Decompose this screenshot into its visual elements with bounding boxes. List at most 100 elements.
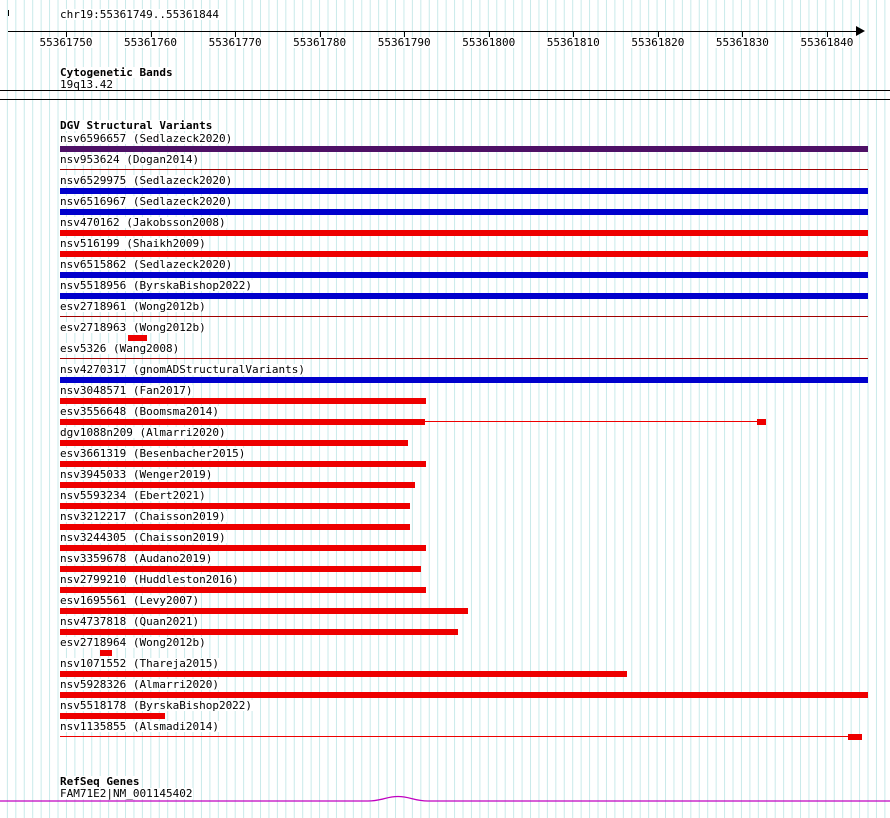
- variant-row[interactable]: nsv470162 (Jakobsson2008): [0, 217, 890, 238]
- variant-row[interactable]: nsv1135855 (Alsmadi2014): [0, 721, 890, 742]
- variant-row[interactable]: nsv6515862 (Sedlazeck2020): [0, 259, 890, 280]
- variant-label[interactable]: nsv3945033 (Wenger2019): [59, 468, 214, 481]
- variant-label[interactable]: nsv5518956 (ByrskaBishop2022): [59, 279, 254, 292]
- variant-bar[interactable]: [60, 692, 868, 698]
- variant-row[interactable]: nsv6529975 (Sedlazeck2020): [0, 175, 890, 196]
- variant-bar[interactable]: [60, 482, 415, 488]
- refseq-track-title: RefSeq Genes: [59, 775, 141, 788]
- variant-label[interactable]: esv2718964 (Wong2012b): [59, 636, 207, 649]
- cytogenetic-band-box[interactable]: [0, 90, 890, 100]
- variant-row[interactable]: nsv3244305 (Chaisson2019): [0, 532, 890, 553]
- variant-row[interactable]: dgv1088n209 (Almarri2020): [0, 427, 890, 448]
- refseq-gene-label[interactable]: FAM71E2|NM_001145402: [59, 787, 194, 800]
- variant-row[interactable]: nsv6596657 (Sedlazeck2020): [0, 133, 890, 154]
- variant-label[interactable]: nsv6596657 (Sedlazeck2020): [59, 132, 234, 145]
- variant-row[interactable]: esv1695561 (Levy2007): [0, 595, 890, 616]
- dgv-track-title: DGV Structural Variants: [59, 119, 214, 132]
- ruler-tick: [235, 32, 237, 37]
- variant-label[interactable]: nsv3359678 (Audano2019): [59, 552, 214, 565]
- variant-label[interactable]: esv2718961 (Wong2012b): [59, 300, 207, 313]
- variant-row[interactable]: nsv5518956 (ByrskaBishop2022): [0, 280, 890, 301]
- variant-bar[interactable]: [60, 713, 165, 719]
- variant-bar[interactable]: [60, 419, 425, 425]
- variant-label[interactable]: esv1695561 (Levy2007): [59, 594, 201, 607]
- ruler-tick: [150, 32, 152, 37]
- variant-line[interactable]: [60, 169, 868, 170]
- variant-label[interactable]: nsv6516967 (Sedlazeck2020): [59, 195, 234, 208]
- variant-row[interactable]: nsv5593234 (Ebert2021): [0, 490, 890, 511]
- variant-label[interactable]: nsv3048571 (Fan2017): [59, 384, 194, 397]
- variant-label[interactable]: esv3556648 (Boomsma2014): [59, 405, 220, 418]
- variant-row[interactable]: nsv3359678 (Audano2019): [0, 553, 890, 574]
- variant-box[interactable]: [100, 650, 112, 656]
- variant-label[interactable]: nsv5518178 (ByrskaBishop2022): [59, 699, 254, 712]
- variant-bar[interactable]: [60, 524, 410, 530]
- variant-bar[interactable]: [60, 629, 458, 635]
- variant-row[interactable]: nsv5928326 (Almarri2020): [0, 679, 890, 700]
- variant-row[interactable]: nsv1071552 (Thareja2015): [0, 658, 890, 679]
- dgv-rows: nsv6596657 (Sedlazeck2020) nsv953624 (Dog…: [0, 133, 890, 742]
- variant-label[interactable]: nsv5928326 (Almarri2020): [59, 678, 220, 691]
- variant-row[interactable]: nsv3048571 (Fan2017): [0, 385, 890, 406]
- variant-bar[interactable]: [60, 188, 868, 194]
- ruler-tick: [319, 32, 321, 37]
- variant-row[interactable]: nsv953624 (Dogan2014): [0, 154, 890, 175]
- variant-row[interactable]: nsv4270317 (gnomADStructuralVariants): [0, 364, 890, 385]
- variant-label[interactable]: nsv6515862 (Sedlazeck2020): [59, 258, 234, 271]
- variant-label[interactable]: esv3661319 (Besenbacher2015): [59, 447, 247, 460]
- variant-row[interactable]: esv2718961 (Wong2012b): [0, 301, 890, 322]
- variant-bar[interactable]: [60, 230, 868, 236]
- variant-label[interactable]: nsv470162 (Jakobsson2008): [59, 216, 227, 229]
- variant-box[interactable]: [848, 734, 862, 740]
- variant-row[interactable]: nsv4737818 (Quan2021): [0, 616, 890, 637]
- variant-label[interactable]: nsv4270317 (gnomADStructuralVariants): [59, 363, 307, 376]
- variant-label[interactable]: nsv1135855 (Alsmadi2014): [59, 720, 220, 733]
- variant-bar[interactable]: [60, 398, 426, 404]
- variant-label[interactable]: dgv1088n209 (Almarri2020): [59, 426, 227, 439]
- variant-label[interactable]: nsv5593234 (Ebert2021): [59, 489, 207, 502]
- variant-line[interactable]: [60, 736, 861, 737]
- variant-line[interactable]: [60, 316, 868, 317]
- variant-bar[interactable]: [60, 146, 868, 152]
- refseq-gene-line[interactable]: [0, 795, 890, 807]
- variant-label[interactable]: nsv2799210 (Huddleston2016): [59, 573, 240, 586]
- variant-line[interactable]: [60, 358, 868, 359]
- variant-bar[interactable]: [60, 566, 421, 572]
- variant-row[interactable]: esv3661319 (Besenbacher2015): [0, 448, 890, 469]
- variant-bar[interactable]: [60, 671, 627, 677]
- variant-row[interactable]: nsv2799210 (Huddleston2016): [0, 574, 890, 595]
- variant-label[interactable]: nsv1071552 (Thareja2015): [59, 657, 220, 670]
- variant-bar[interactable]: [60, 377, 868, 383]
- variant-row[interactable]: nsv3212217 (Chaisson2019): [0, 511, 890, 532]
- variant-bar[interactable]: [60, 272, 868, 278]
- variant-box[interactable]: [757, 419, 766, 425]
- variant-row[interactable]: nsv3945033 (Wenger2019): [0, 469, 890, 490]
- variant-label[interactable]: esv5326 (Wang2008): [59, 342, 181, 355]
- variant-bar[interactable]: [60, 608, 468, 614]
- variant-line[interactable]: [425, 421, 766, 422]
- variant-row[interactable]: esv5326 (Wang2008): [0, 343, 890, 364]
- variant-bar[interactable]: [60, 587, 426, 593]
- variant-row[interactable]: nsv5518178 (ByrskaBishop2022): [0, 700, 890, 721]
- variant-row[interactable]: nsv6516967 (Sedlazeck2020): [0, 196, 890, 217]
- variant-row[interactable]: esv2718964 (Wong2012b): [0, 637, 890, 658]
- variant-row[interactable]: esv2718963 (Wong2012b): [0, 322, 890, 343]
- variant-label[interactable]: nsv516199 (Shaikh2009): [59, 237, 207, 250]
- variant-row[interactable]: esv3556648 (Boomsma2014): [0, 406, 890, 427]
- variant-label[interactable]: nsv4737818 (Quan2021): [59, 615, 201, 628]
- variant-bar[interactable]: [60, 293, 868, 299]
- variant-bar[interactable]: [60, 251, 868, 257]
- variant-label[interactable]: esv2718963 (Wong2012b): [59, 321, 207, 334]
- variant-row[interactable]: nsv516199 (Shaikh2009): [0, 238, 890, 259]
- variant-label[interactable]: nsv6529975 (Sedlazeck2020): [59, 174, 234, 187]
- variant-bar[interactable]: [60, 503, 410, 509]
- variant-label[interactable]: nsv3244305 (Chaisson2019): [59, 531, 227, 544]
- variant-bar[interactable]: [60, 545, 426, 551]
- variant-bar[interactable]: [60, 461, 426, 467]
- variant-label[interactable]: nsv953624 (Dogan2014): [59, 153, 201, 166]
- variant-bar[interactable]: [60, 209, 868, 215]
- variant-box[interactable]: [128, 335, 147, 341]
- variant-bar[interactable]: [60, 440, 408, 446]
- variant-label[interactable]: nsv3212217 (Chaisson2019): [59, 510, 227, 523]
- ruler-tick-label: 55361820: [630, 36, 686, 49]
